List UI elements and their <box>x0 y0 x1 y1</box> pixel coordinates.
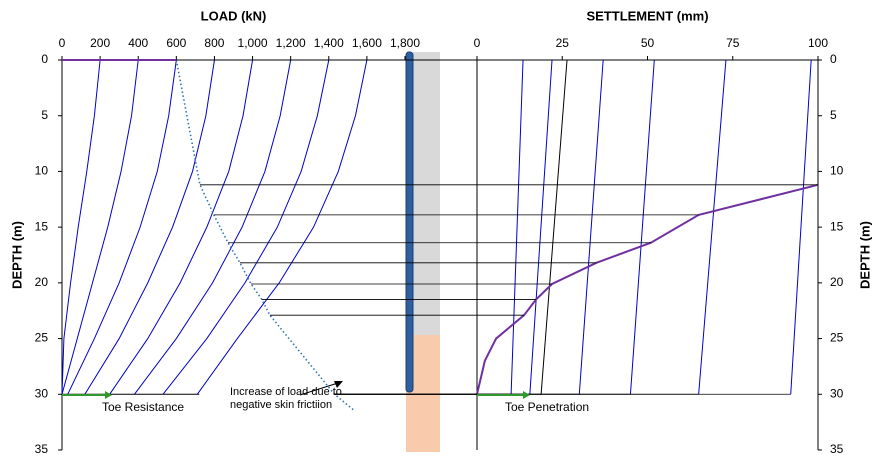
line <box>84 59 215 395</box>
soil-upper <box>413 52 440 335</box>
line <box>476 183 819 395</box>
y-tick-label: 30 <box>35 386 49 400</box>
y-tick-label: 30 <box>830 386 844 400</box>
y-tick-label: 0 <box>830 52 837 66</box>
annotation: Toe Resistance <box>102 400 184 414</box>
line <box>540 59 568 395</box>
line <box>61 59 139 395</box>
x-tick-label: 200 <box>90 36 110 50</box>
y-tick-label: 5 <box>41 108 48 122</box>
x-tick-label: 800 <box>204 36 224 50</box>
y-tick-label: 20 <box>830 275 844 289</box>
line <box>629 59 655 395</box>
line <box>578 59 604 395</box>
annotation-arrow <box>299 382 339 396</box>
x-tick-label: 100 <box>808 36 828 50</box>
x-tick-label: 1,200 <box>276 36 306 50</box>
x-tick-label: 1,600 <box>352 36 382 50</box>
x-tick-label: 1,000 <box>238 36 268 50</box>
y-tick-label: 10 <box>35 164 49 178</box>
arrow-head <box>105 391 112 399</box>
annotation: Toe Penetration <box>505 400 589 414</box>
chart-title: LOAD (kN) <box>201 8 267 23</box>
x-tick-label: 600 <box>166 36 186 50</box>
line <box>510 59 524 395</box>
y-tick-label: 25 <box>35 331 49 345</box>
y-tick-label: 5 <box>830 108 837 122</box>
line <box>61 59 101 395</box>
x-tick-label: 1,800 <box>390 36 420 50</box>
arrow-head <box>523 391 530 399</box>
line <box>790 59 812 395</box>
line <box>529 59 553 395</box>
line <box>67 59 177 395</box>
line <box>109 59 254 395</box>
x-tick-label: 25 <box>556 36 570 50</box>
chart-title: SETTLEMENT (mm) <box>586 8 708 23</box>
y-tick-label: 20 <box>35 275 49 289</box>
x-tick-label: 400 <box>128 36 148 50</box>
y-axis-label: DEPTH (m) <box>9 221 24 289</box>
x-tick-label: 0 <box>59 36 66 50</box>
annotation: Increase of load due to negative skin fr… <box>230 386 342 411</box>
y-tick-label: 35 <box>35 442 49 456</box>
x-tick-label: 50 <box>641 36 655 50</box>
x-tick-label: 75 <box>726 36 740 50</box>
y-tick-label: 15 <box>830 219 844 233</box>
line <box>134 59 292 395</box>
arrow-head <box>334 381 343 388</box>
line <box>698 59 727 395</box>
x-tick-label: 1,400 <box>314 36 344 50</box>
y-tick-label: 10 <box>830 164 844 178</box>
y-tick-label: 0 <box>41 52 48 66</box>
y-tick-label: 25 <box>830 331 844 345</box>
y-axis-label: DEPTH (m) <box>857 221 872 289</box>
line <box>196 59 368 395</box>
y-tick-label: 15 <box>35 219 49 233</box>
x-tick-label: 0 <box>474 36 481 50</box>
pile <box>405 51 414 393</box>
line <box>162 59 330 395</box>
y-tick-label: 35 <box>830 442 844 456</box>
